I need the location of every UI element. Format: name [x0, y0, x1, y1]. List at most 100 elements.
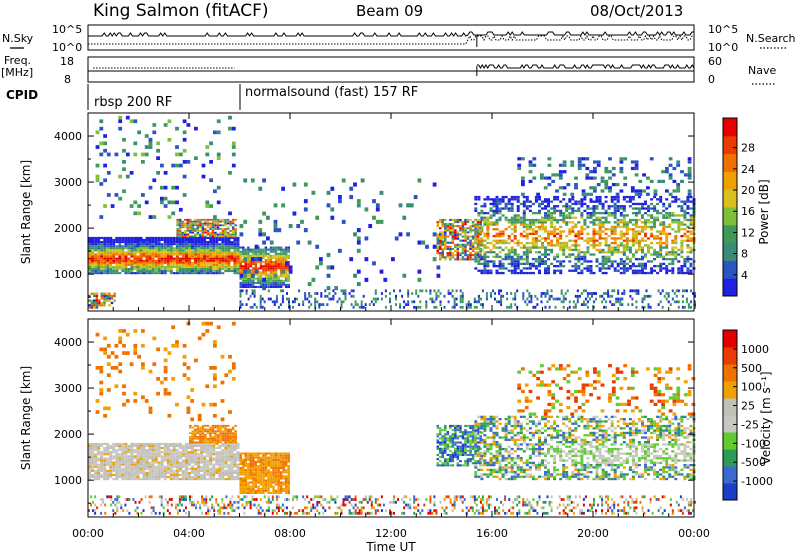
power-cell	[191, 236, 194, 239]
power-cell	[580, 200, 584, 203]
power-cell	[148, 243, 152, 246]
power-cell	[477, 232, 481, 235]
power-cell	[130, 253, 134, 256]
velocity-cell	[127, 455, 131, 458]
power-cell	[115, 265, 119, 268]
power-cell	[99, 152, 104, 157]
power-cell	[218, 259, 222, 262]
colorbar-tick-label: 20	[741, 184, 755, 197]
power-cell	[216, 152, 221, 157]
power-cell	[277, 254, 280, 257]
power-cell	[607, 221, 611, 224]
power-cell	[398, 203, 403, 208]
power-cell	[631, 303, 634, 306]
power-cell	[88, 247, 91, 250]
power-cell	[188, 267, 191, 270]
power-cell	[641, 207, 644, 210]
power-cell	[169, 263, 173, 266]
power-cell	[294, 300, 296, 304]
power-cell	[254, 285, 258, 288]
power-cell	[665, 212, 669, 215]
power-cell	[110, 301, 114, 305]
power-cell	[586, 212, 590, 215]
power-cell	[665, 258, 669, 261]
power-cell	[172, 257, 176, 260]
power-cell	[88, 263, 91, 266]
power-cell	[483, 232, 487, 235]
power-cell	[282, 275, 285, 278]
power-cell	[267, 267, 270, 270]
velocity-cell	[145, 465, 149, 468]
power-cell	[264, 269, 268, 272]
power-cell	[481, 289, 484, 293]
power-cell	[97, 257, 101, 260]
power-cell	[239, 289, 242, 293]
power-cell	[498, 207, 502, 210]
power-cell	[274, 285, 278, 288]
power-cell	[224, 255, 228, 258]
power-cell	[199, 218, 202, 221]
power-cell	[188, 238, 191, 241]
power-cell	[469, 241, 472, 244]
power-cell	[680, 271, 684, 275]
velocity-cell	[97, 467, 101, 470]
power-cell	[252, 248, 255, 251]
velocity-cell	[106, 478, 110, 481]
power-cell	[662, 225, 666, 229]
velocity-cell	[142, 461, 146, 464]
velocity-cell	[169, 449, 173, 452]
power-cell	[456, 250, 460, 253]
power-cell	[544, 271, 547, 275]
power-cell	[558, 163, 563, 167]
power-cell	[485, 297, 488, 301]
power-cell	[244, 283, 247, 286]
power-cell	[272, 271, 275, 274]
power-cell	[483, 253, 487, 256]
nsky-label: N.Sky	[2, 32, 34, 45]
power-cell	[459, 218, 462, 221]
power-cell	[613, 216, 617, 219]
power-cell	[628, 251, 632, 254]
velocity-cell	[200, 455, 204, 458]
velocity-cell	[215, 459, 219, 462]
velocity-cell	[88, 463, 91, 466]
power-cell	[191, 257, 194, 260]
power-cell	[206, 231, 210, 234]
velocity-cell	[160, 473, 164, 476]
velocity-cell	[112, 469, 116, 472]
power-cell	[103, 236, 107, 239]
velocity-cell	[130, 444, 134, 447]
power-cell	[206, 270, 210, 273]
power-cell	[267, 256, 270, 259]
power-cell	[516, 267, 520, 270]
power-cell	[288, 297, 290, 301]
power-cell	[464, 223, 467, 226]
velocity-cell	[148, 469, 152, 472]
power-cell	[109, 245, 113, 248]
velocity-cell	[221, 432, 225, 435]
power-cell	[88, 249, 91, 252]
power-cell	[288, 269, 293, 274]
power-cell	[628, 248, 632, 252]
power-cell	[583, 221, 587, 224]
power-cell	[169, 270, 173, 273]
power-cell	[287, 250, 290, 253]
power-cell	[556, 260, 560, 263]
power-cell	[528, 251, 532, 254]
power-cell	[118, 196, 123, 201]
power-cell	[510, 202, 514, 206]
velocity-cell	[145, 451, 149, 454]
velocity-cell	[103, 469, 107, 472]
power-cell	[615, 300, 618, 304]
freq-panel: Freq. [MHz] 18 8 60 0 Nave	[1, 54, 776, 86]
power-cell	[538, 221, 541, 224]
power-cell	[142, 249, 146, 252]
power-cell	[506, 292, 509, 295]
power-cell	[275, 297, 278, 301]
power-cell	[281, 203, 285, 208]
power-cell	[201, 235, 205, 238]
velocity-cell	[218, 463, 222, 466]
power-cell	[556, 241, 560, 245]
power-cell	[646, 186, 650, 190]
velocity-cell	[91, 461, 94, 464]
